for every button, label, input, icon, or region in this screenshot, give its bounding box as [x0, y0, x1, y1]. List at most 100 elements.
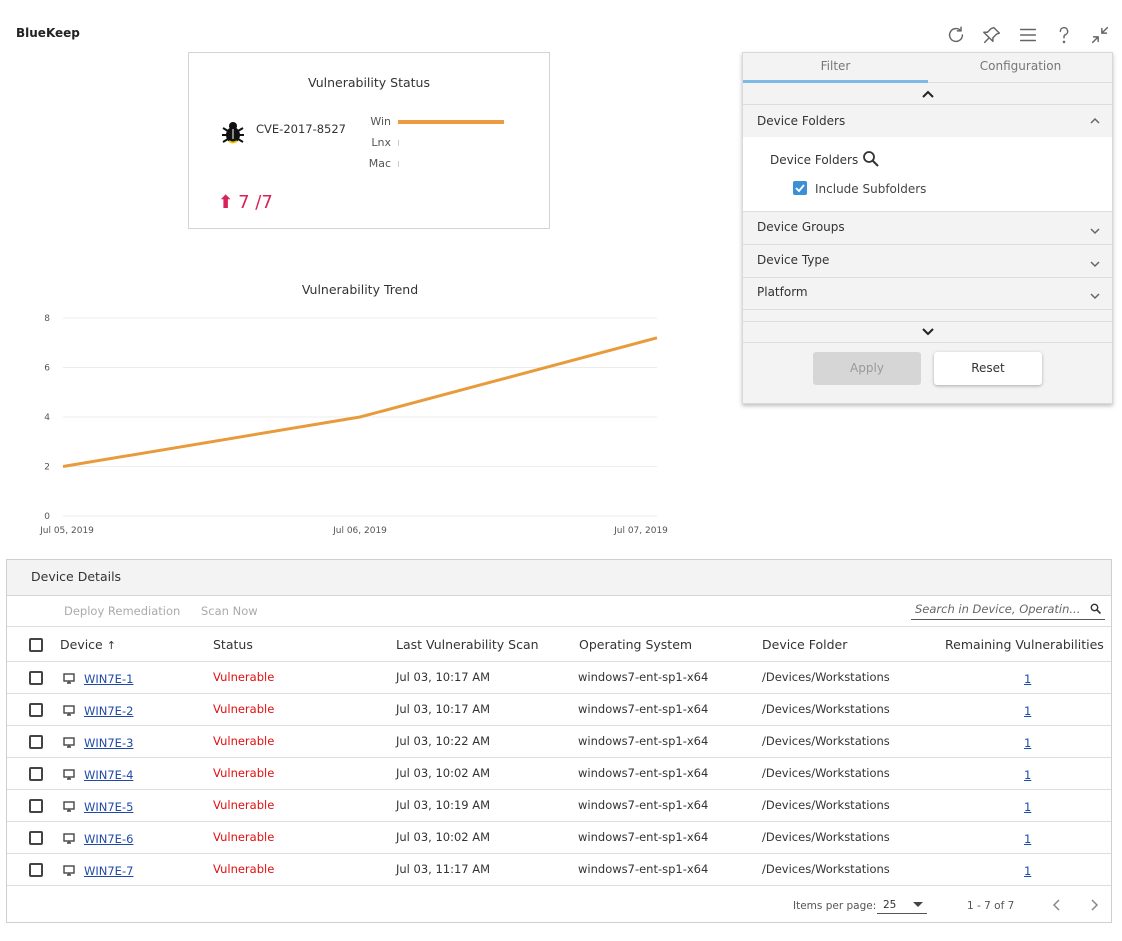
tab-filter[interactable]: Filter	[743, 53, 928, 83]
last-scan-text: Jul 03, 10:17 AM	[396, 702, 491, 716]
table-header: Device ↑ Status Last Vulnerability Scan …	[7, 626, 1111, 662]
scroll-up-button[interactable]	[743, 83, 1112, 105]
vulnerable-count: ⬆ 7 /7	[218, 192, 273, 213]
monitor-icon	[63, 737, 75, 748]
deploy-remediation-button[interactable]: Deploy Remediation	[64, 604, 181, 618]
row-checkbox[interactable]	[29, 735, 43, 749]
scan-now-button[interactable]: Scan Now	[201, 604, 258, 618]
row-checkbox[interactable]	[29, 799, 43, 813]
column-header-os[interactable]: Operating System	[579, 637, 693, 652]
monitor-icon	[63, 801, 75, 812]
status-text: Vulnerable	[213, 798, 275, 812]
platform-bar-mac	[398, 161, 399, 167]
reset-button[interactable]: Reset	[934, 352, 1042, 385]
device-link[interactable]: WIN7E-1	[84, 672, 134, 686]
remaining-vulnerabilities-link[interactable]: 1	[1024, 704, 1032, 718]
scroll-down-button[interactable]	[743, 322, 1112, 343]
row-checkbox[interactable]	[29, 831, 43, 845]
remaining-vulnerabilities-link[interactable]: 1	[1024, 800, 1032, 814]
table-row: WIN7E-3 Vulnerable Jul 03, 10:22 AM windows…	[7, 726, 1111, 758]
last-scan-text: Jul 03, 10:02 AM	[396, 830, 491, 844]
device-search-input[interactable]	[915, 600, 1083, 618]
row-checkbox[interactable]	[29, 863, 43, 877]
table-row: WIN7E-1 Vulnerable Jul 03, 10:17 AM windows…	[7, 662, 1111, 694]
section-label: Device Folders	[757, 114, 846, 128]
device-search	[911, 598, 1105, 620]
chevron-up-icon	[1090, 117, 1100, 124]
table-row: WIN7E-7 Vulnerable Jul 03, 11:17 AM windows…	[7, 854, 1111, 886]
remaining-vulnerabilities-link[interactable]: 1	[1024, 736, 1032, 750]
prev-page-icon[interactable]	[1050, 898, 1064, 912]
items-per-page-value: 25	[883, 899, 897, 911]
include-subfolders-checkbox[interactable]	[793, 181, 807, 195]
last-scan-text: Jul 03, 10:19 AM	[396, 798, 491, 812]
row-checkbox[interactable]	[29, 767, 43, 781]
pagination-range: 1 - 7 of 7	[967, 900, 1015, 912]
device-details-title: Device Details	[31, 569, 122, 584]
device-link[interactable]: WIN7E-2	[84, 704, 134, 718]
help-icon[interactable]	[1046, 22, 1082, 48]
column-header-device[interactable]: Device ↑	[60, 637, 116, 652]
column-header-folder[interactable]: Device Folder	[762, 637, 848, 652]
remaining-vulnerabilities-link[interactable]: 1	[1024, 768, 1032, 782]
search-icon[interactable]	[862, 150, 879, 167]
menu-icon[interactable]	[1010, 22, 1046, 48]
platform-label-win: Win	[370, 115, 391, 128]
x-tick-label: Jul 07, 2019	[613, 526, 668, 536]
table-row: WIN7E-4 Vulnerable Jul 03, 10:02 AM windows…	[7, 758, 1111, 790]
next-page-icon[interactable]	[1087, 898, 1101, 912]
section-device-groups[interactable]: Device Groups	[743, 213, 1112, 245]
device-folders-body: Device Folders Include Subfolders	[743, 137, 1112, 212]
filter-tabs: Filter Configuration	[743, 53, 1112, 83]
monitor-icon	[63, 705, 75, 716]
column-header-status[interactable]: Status	[213, 637, 253, 652]
status-text: Vulnerable	[213, 766, 275, 780]
collapse-icon[interactable]	[1082, 22, 1118, 48]
x-tick-label: Jul 06, 2019	[332, 526, 387, 536]
section-device-folders[interactable]: Device Folders	[743, 106, 1112, 137]
pin-icon[interactable]	[974, 22, 1010, 48]
apply-button[interactable]: Apply	[813, 352, 921, 385]
platform-bar-lnx	[398, 140, 399, 146]
status-text: Vulnerable	[213, 862, 275, 876]
last-scan-text: Jul 03, 11:17 AM	[396, 862, 491, 876]
device-link[interactable]: WIN7E-6	[84, 832, 134, 846]
select-all-checkbox[interactable]	[29, 638, 43, 652]
y-tick-label: 0	[44, 512, 50, 522]
os-text: windows7-ent-sp1-x64	[578, 670, 709, 684]
section-more	[743, 310, 1112, 322]
y-tick-label: 8	[44, 314, 50, 324]
items-per-page-label: Items per page:	[793, 900, 877, 912]
sort-arrow-icon: ↑	[106, 639, 116, 652]
cve-id: CVE-2017-8527	[256, 122, 346, 136]
column-header-last-scan[interactable]: Last Vulnerability Scan	[396, 637, 539, 652]
x-tick-label: Jul 05, 2019	[39, 526, 94, 536]
section-label: Platform	[757, 285, 808, 299]
table-row: WIN7E-2 Vulnerable Jul 03, 10:17 AM windows…	[7, 694, 1111, 726]
section-platform[interactable]: Platform	[743, 278, 1112, 310]
status-text: Vulnerable	[213, 734, 275, 748]
items-per-page-select[interactable]: 25	[877, 894, 927, 914]
top-toolbar	[938, 22, 1118, 48]
row-checkbox[interactable]	[29, 671, 43, 685]
last-scan-text: Jul 03, 10:22 AM	[396, 734, 491, 748]
remaining-vulnerabilities-link[interactable]: 1	[1024, 864, 1032, 878]
device-link[interactable]: WIN7E-4	[84, 768, 134, 782]
arrow-up-icon: ⬆	[218, 192, 234, 213]
section-device-type[interactable]: Device Type	[743, 245, 1112, 278]
folder-text: /Devices/Workstations	[762, 734, 890, 748]
row-checkbox[interactable]	[29, 703, 43, 717]
tab-configuration[interactable]: Configuration	[979, 59, 1062, 73]
refresh-icon[interactable]	[938, 22, 974, 48]
column-header-remaining[interactable]: Remaining Vulnerabilities	[945, 637, 1104, 652]
status-card-title: Vulnerability Status	[308, 75, 430, 90]
device-link[interactable]: WIN7E-5	[84, 800, 134, 814]
remaining-vulnerabilities-link[interactable]: 1	[1024, 672, 1032, 686]
remaining-vulnerabilities-link[interactable]: 1	[1024, 832, 1032, 846]
search-icon[interactable]	[1090, 603, 1101, 614]
device-details-header: Device Details	[7, 560, 1111, 596]
device-link[interactable]: WIN7E-7	[84, 864, 134, 878]
folder-text: /Devices/Workstations	[762, 766, 890, 780]
caret-down-icon	[913, 902, 923, 907]
device-link[interactable]: WIN7E-3	[84, 736, 134, 750]
